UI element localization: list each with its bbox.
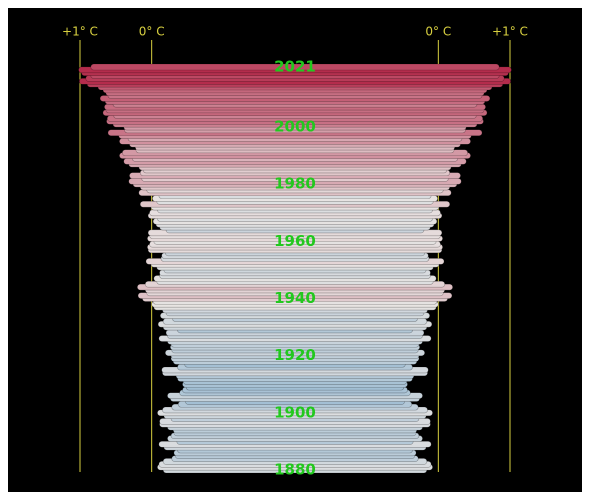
y-tick-label: 1940 (274, 289, 316, 307)
y-tick-label: 1920 (274, 346, 316, 364)
y-tick-label: 1960 (274, 232, 316, 250)
y-tick-label: 1880 (274, 461, 316, 479)
y-tick-label: 2000 (274, 118, 316, 136)
x-tick-label: 0° C (139, 25, 165, 39)
y-tick-label: 1900 (274, 403, 316, 421)
y-tick-label: 1980 (274, 175, 316, 193)
x-tick-label: +1° C (62, 25, 98, 39)
x-tick-label: 0° C (425, 25, 451, 39)
y-tick-label: 2021 (274, 58, 316, 76)
x-tick-label: +1° C (492, 25, 528, 39)
bar (90, 63, 500, 71)
